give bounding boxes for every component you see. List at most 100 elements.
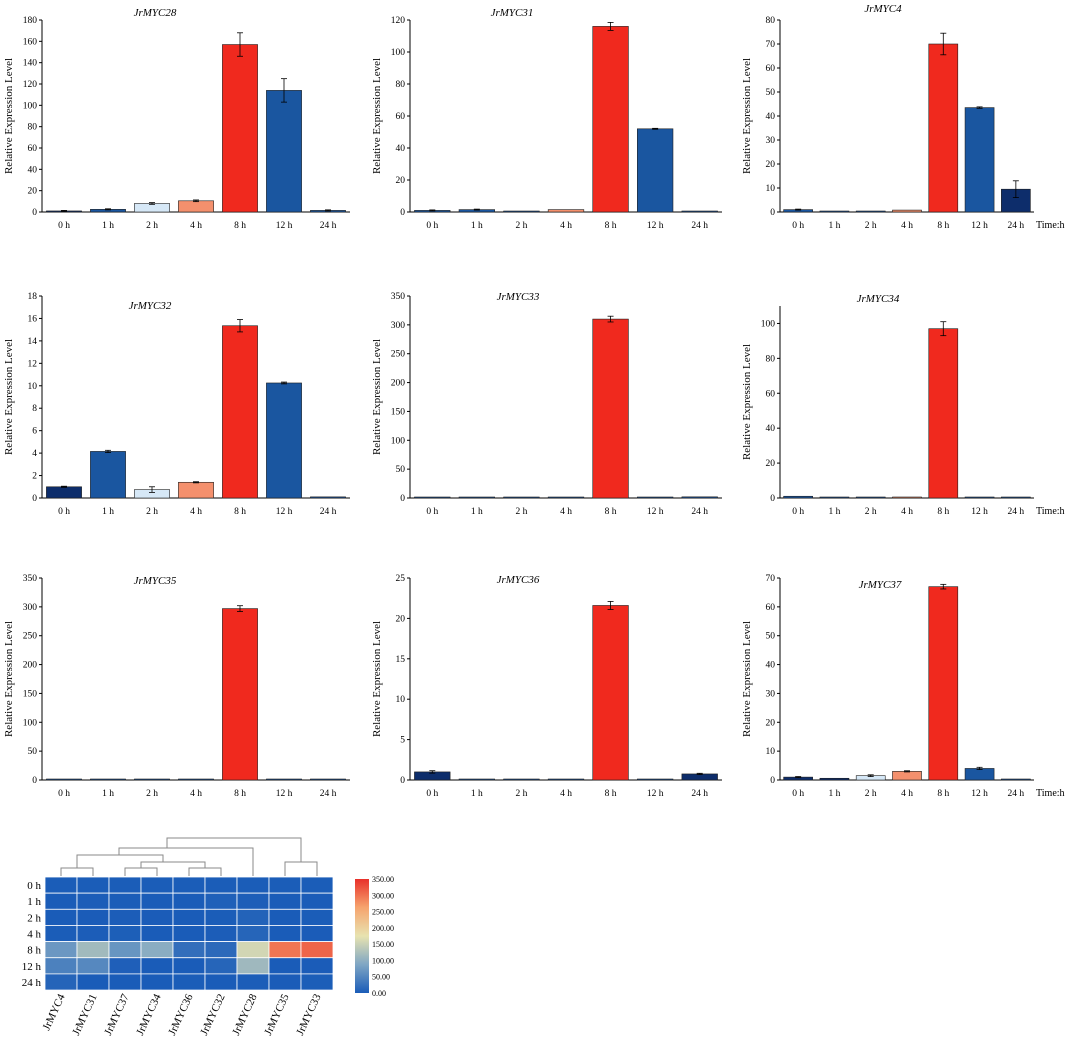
- y-tick-label: 8: [32, 404, 37, 414]
- bar-12-h: [266, 778, 302, 781]
- heatmap-column-label: JrMYC34: [134, 992, 164, 1037]
- heatmap-cell: [236, 876, 270, 894]
- dendrogram-branch: [140, 861, 206, 868]
- colorbar-tick-label: 300.00: [372, 891, 394, 900]
- x-tick-label: 8 h: [937, 789, 949, 799]
- heatmap-cell: [172, 957, 206, 975]
- x-tick-label: 2 h: [515, 507, 527, 517]
- bar-4-h: [892, 771, 922, 781]
- x-tick-label: 1 h: [828, 789, 840, 799]
- y-tick-label: 40: [766, 661, 776, 671]
- heatmap-cell: [236, 925, 270, 943]
- bar-1-h: [819, 210, 850, 213]
- bar-0-h: [46, 486, 82, 499]
- y-axis-label: Relative Expression Level: [371, 58, 383, 174]
- x-tick-label: 4 h: [190, 789, 202, 799]
- heatmap-column-label: JrMYC37: [102, 992, 132, 1037]
- heatmap-cell: [108, 957, 142, 975]
- bar-8-h: [592, 318, 629, 499]
- bar-24-h: [1001, 778, 1031, 781]
- x-tick-label: 24 h: [1008, 507, 1025, 517]
- heatmap-cell: [140, 973, 174, 991]
- x-tick-label: 8 h: [234, 507, 246, 517]
- chart-jrmyc33: JrMYC33 0 50 100 150 200 250 300 350 Relative Exp…: [371, 291, 722, 517]
- bar-1-h: [819, 777, 850, 781]
- y-tick-label: 0: [770, 776, 775, 786]
- chart-jrmyc37: JrMYC37 0 10 20 30 40 50 60 70 Relative Expressio…: [741, 574, 1065, 799]
- chart-title: JrMYC4: [864, 3, 902, 15]
- x-tick-label: 4 h: [560, 789, 572, 799]
- bar-1-h: [458, 778, 495, 781]
- bar-1-h: [819, 496, 850, 499]
- heatmap-cell: [140, 876, 174, 894]
- y-tick-label: 20: [396, 614, 406, 624]
- y-tick-label: 350: [391, 292, 406, 302]
- heatmap-cell: [44, 941, 78, 959]
- bar-4-h: [892, 209, 922, 213]
- x-tick-label: 12 h: [647, 221, 664, 231]
- heatmap-cell: [204, 957, 238, 975]
- x-tick-label: 2 h: [865, 221, 877, 231]
- y-tick-label: 80: [396, 80, 406, 90]
- heatmap-cell: [44, 957, 78, 975]
- y-tick-label: 6: [32, 427, 37, 437]
- heatmap-column-label: JrMYC4: [41, 992, 68, 1032]
- y-tick-label: 60: [766, 389, 776, 399]
- x-tick-label: 8 h: [234, 221, 246, 231]
- bar-8-h: [928, 43, 959, 213]
- y-axis-label: Relative Expression Level: [3, 58, 15, 174]
- bar-12-h: [964, 107, 995, 213]
- heatmap-cell: [204, 941, 238, 959]
- x-tick-label: 1 h: [471, 507, 483, 517]
- y-tick-label: 14: [28, 337, 38, 347]
- y-tick-label: 100: [23, 101, 38, 111]
- chart-jrmyc35: JrMYC35 0 50 100 150 200 250 300 350 Relative Exp…: [3, 574, 350, 799]
- heatmap-cell: [268, 876, 302, 894]
- x-tick-label: 8 h: [234, 789, 246, 799]
- x-tick-label: 4 h: [190, 221, 202, 231]
- x-tick-label: 4 h: [190, 507, 202, 517]
- y-tick-label: 60: [766, 603, 776, 613]
- heatmap-column-label: JrMYC35: [262, 992, 292, 1037]
- y-tick-label: 25: [396, 574, 406, 584]
- heatmap-cell: [300, 908, 334, 926]
- bar-8-h: [928, 328, 959, 499]
- x-tick-label: 12 h: [647, 789, 664, 799]
- bar-4-h: [547, 496, 585, 499]
- colorbar-tick-label: 50.00: [372, 973, 390, 982]
- y-tick-label: 350: [23, 574, 38, 584]
- heatmap-cell: [300, 876, 334, 894]
- heatmap-cell: [268, 957, 302, 975]
- bar-24-h: [310, 496, 346, 499]
- heatmap-cell: [236, 892, 270, 910]
- colorbar-tick-label: 0.00: [372, 989, 386, 998]
- bar-1-h: [90, 778, 126, 781]
- heatmap-cell: [236, 957, 270, 975]
- colorbar-tick-label: 350.00: [372, 875, 394, 884]
- y-tick-label: 0: [770, 494, 775, 504]
- x-tick-label: 24 h: [320, 789, 337, 799]
- dendrogram-branch: [188, 867, 222, 876]
- chart-title: JrMYC28: [134, 7, 177, 19]
- y-tick-label: 80: [28, 123, 38, 133]
- dendrogram-branch: [166, 837, 302, 862]
- x-tick-label: 24 h: [1008, 221, 1025, 231]
- bar-12-h: [964, 768, 995, 781]
- heatmap-cell: [236, 973, 270, 991]
- y-axis-label: Relative Expression Level: [741, 621, 753, 737]
- heatmap-column-label: JrMYC31: [70, 992, 99, 1037]
- heatmap-cell: [108, 941, 142, 959]
- x-tick-label: 8 h: [605, 789, 617, 799]
- x-tick-label: 24 h: [691, 221, 708, 231]
- y-tick-label: 0: [770, 208, 775, 218]
- heatmap-column-label: JrMYC32: [198, 992, 227, 1037]
- y-tick-label: 0: [32, 776, 37, 786]
- x-tick-label: 8 h: [937, 507, 949, 517]
- time-unit-label: Time:h: [1036, 788, 1065, 799]
- colorbar-tick-label: 250.00: [372, 908, 394, 917]
- heatmap-cell: [172, 892, 206, 910]
- x-tick-label: 0 h: [58, 221, 70, 231]
- x-tick-label: 1 h: [102, 789, 114, 799]
- heatmap-cell: [236, 941, 270, 959]
- heatmap-column-label: JrMYC28: [230, 992, 260, 1037]
